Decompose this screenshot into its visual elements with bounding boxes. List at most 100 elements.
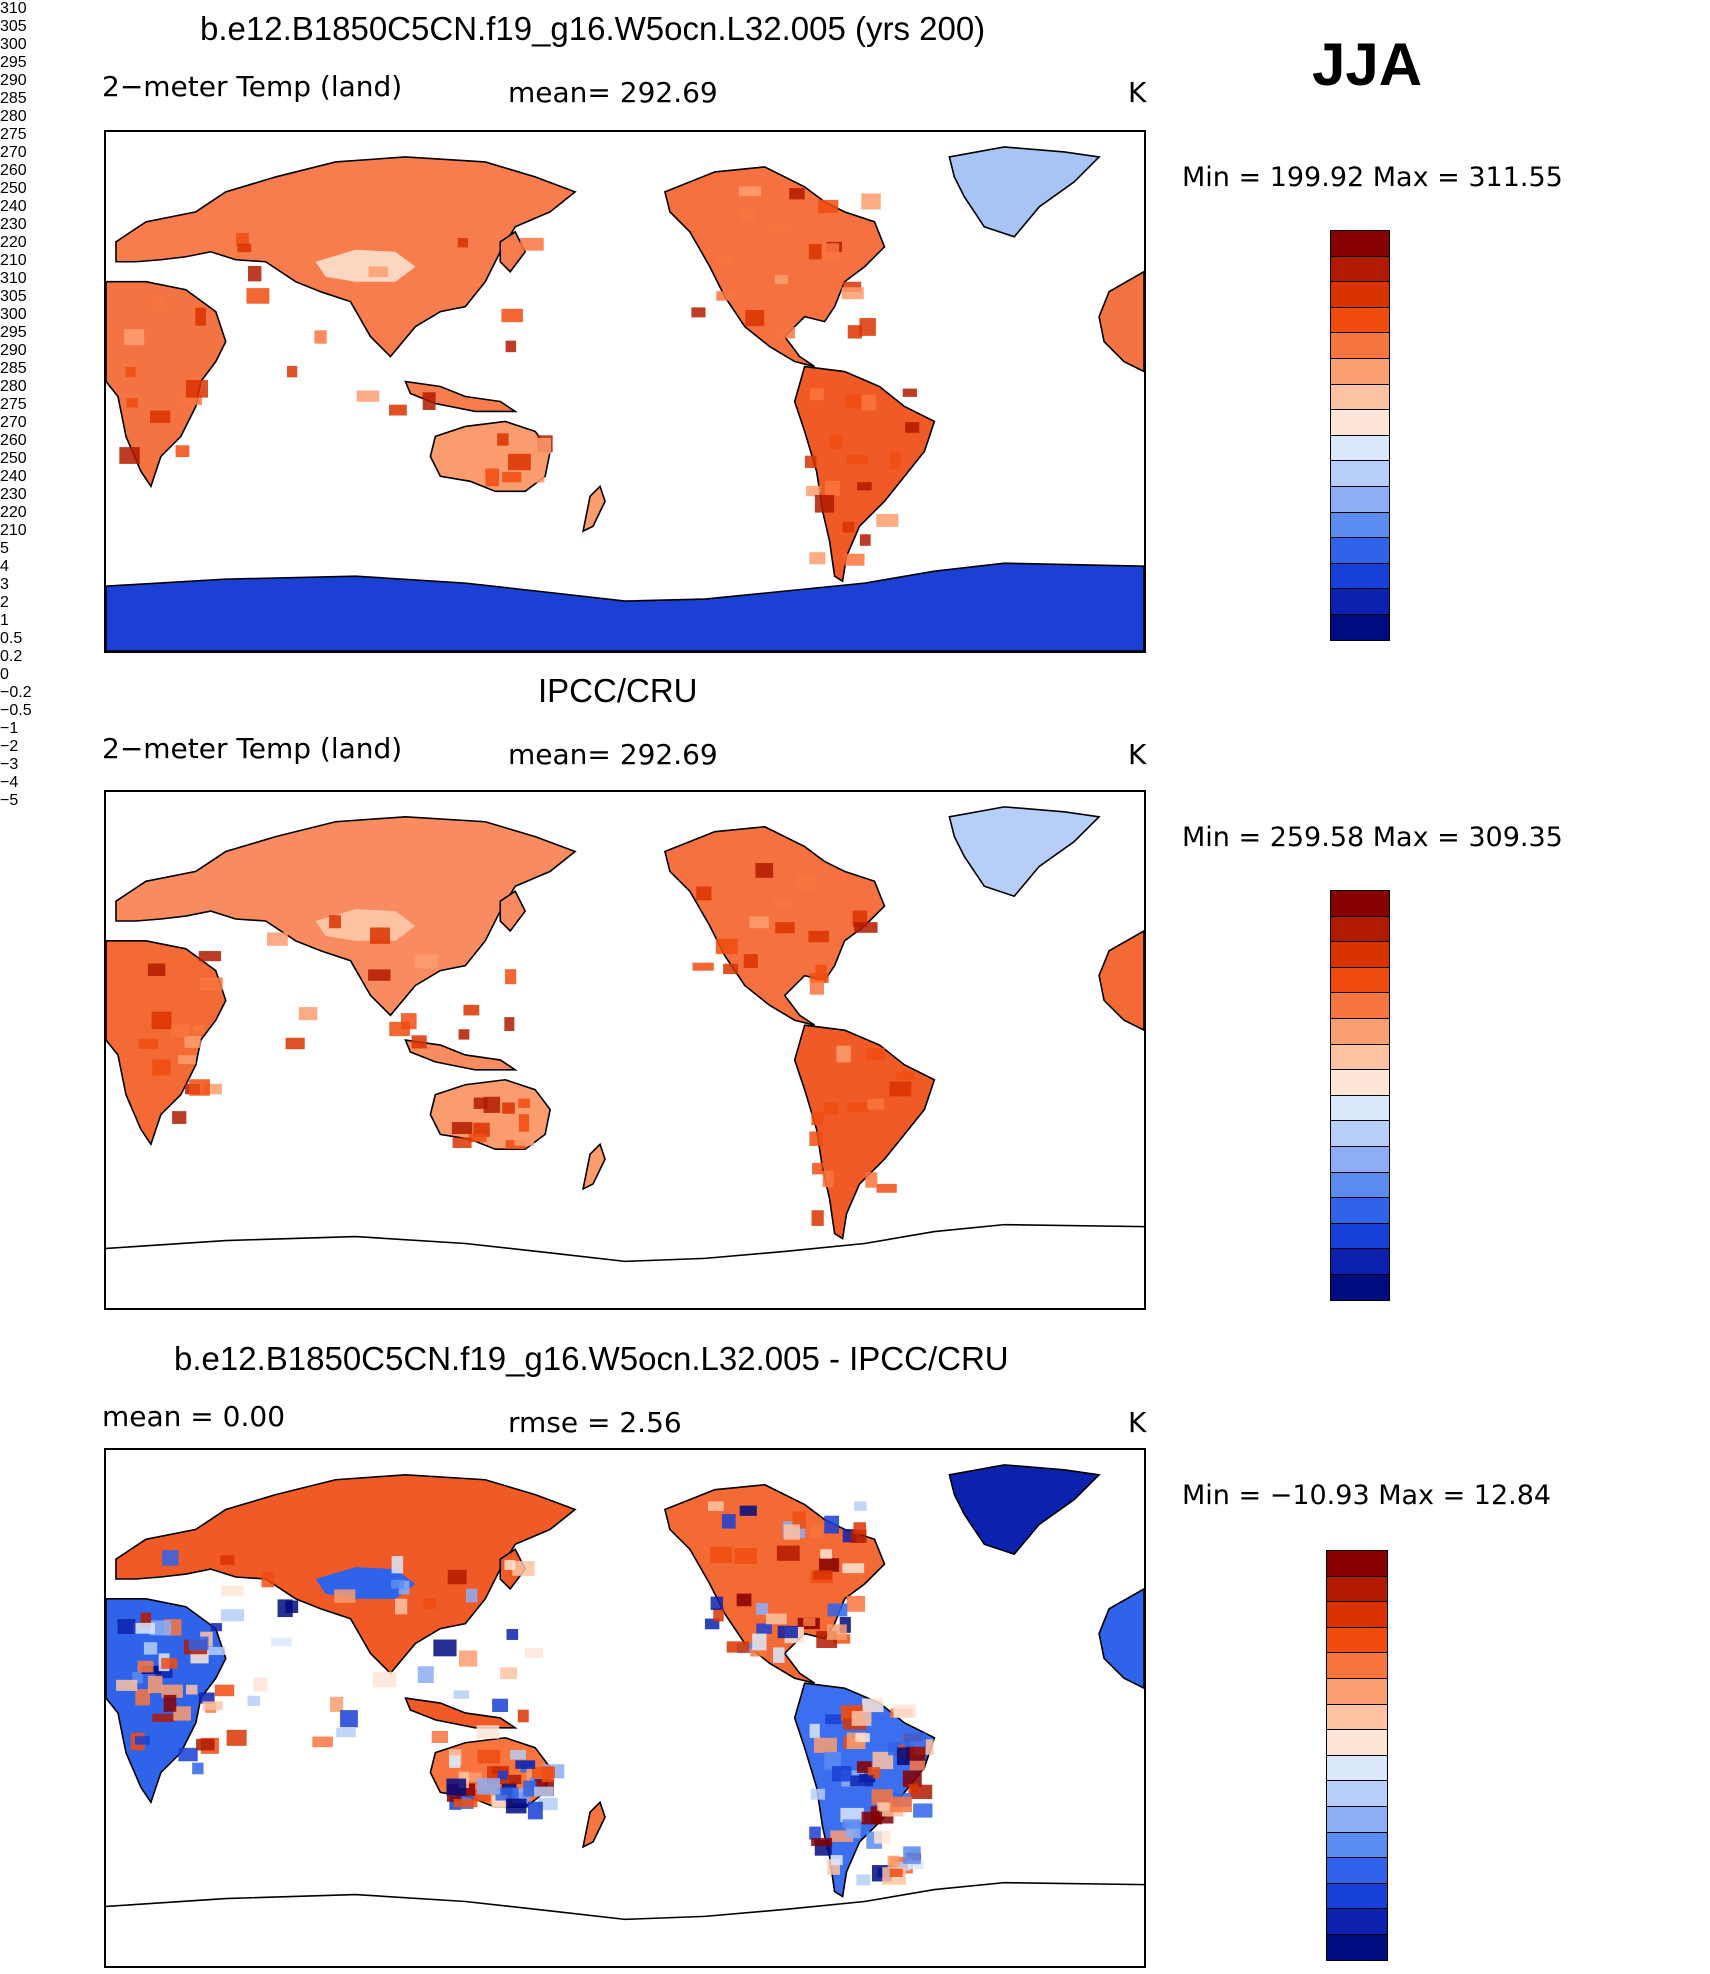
panel-3-minmax: Min = −10.93 Max = 12.84 <box>1182 1480 1552 1511</box>
colorbar-tick-label: 0.2 <box>0 648 23 665</box>
africa-region <box>106 940 227 1147</box>
colorbar-tick-label: 210 <box>0 522 27 539</box>
colorbar-swatch <box>1326 1678 1388 1705</box>
colorbar-tick-label: 220 <box>0 504 27 521</box>
colorbar-swatch <box>1330 255 1390 283</box>
colorbar-tick-label: 260 <box>0 162 27 179</box>
colorbar-tick-label: −0.2 <box>0 684 32 701</box>
colorbar-swatch <box>1330 992 1390 1019</box>
japan-region <box>499 890 527 933</box>
colorbar-tick-label: −2 <box>0 738 19 755</box>
colorbar-tick-label: 300 <box>0 306 27 323</box>
colorbar-tick-label: 4 <box>0 558 9 575</box>
colorbar-swatch <box>1326 1652 1388 1679</box>
panel-3-map <box>104 1448 1146 1968</box>
africa-west-region <box>1098 270 1144 373</box>
grid-cell-texture <box>116 1501 934 1886</box>
colorbar-tick-label: 290 <box>0 72 27 89</box>
colorbar-tick-label: 285 <box>0 360 27 377</box>
antarctica-coastline <box>106 1223 1144 1263</box>
panel-1-map <box>104 130 1146 653</box>
panel-1-mid-label: mean= 292.69 <box>508 76 718 109</box>
colorbar-swatch <box>1330 1094 1390 1122</box>
colorbar-tick-label: 280 <box>0 378 27 395</box>
greenland-region <box>948 146 1101 238</box>
colorbar-swatch <box>1326 1857 1388 1884</box>
panel-1-title: b.e12.B1850C5CN.f19_g16.W5ocn.L32.005 (y… <box>200 10 986 47</box>
colorbar-swatch <box>1326 1754 1388 1782</box>
colorbar-tick-label: 220 <box>0 234 27 251</box>
colorbar-tick-label: 310 <box>0 0 27 17</box>
colorbar-tick-label: 295 <box>0 54 27 71</box>
colorbar-swatch <box>1330 511 1390 539</box>
panel-1-units-label: K <box>1128 76 1147 109</box>
colorbar-swatch <box>1326 1908 1388 1935</box>
panel-2-map <box>104 790 1146 1310</box>
panel-2-units-label: K <box>1128 738 1147 771</box>
colorbar-tick-label: 280 <box>0 108 27 125</box>
colorbar-swatch <box>1330 1197 1390 1224</box>
colorbar-swatch <box>1330 486 1390 513</box>
antarctica-coastline <box>106 1881 1144 1921</box>
tibet-region <box>315 249 416 282</box>
colorbar-tick-label: 210 <box>0 252 27 269</box>
colorbar-swatch <box>1326 1934 1388 1961</box>
panel-2-mid-label: mean= 292.69 <box>508 738 718 771</box>
colorbar-swatch <box>1330 383 1390 411</box>
indonesia-region <box>404 1039 518 1071</box>
north-america-region <box>663 825 886 1026</box>
greenland-region <box>948 1464 1101 1556</box>
colorbar-tick-label: 2 <box>0 594 9 611</box>
colorbar-swatch <box>1330 1069 1390 1096</box>
antarctica-region <box>106 562 1144 651</box>
greenland-region <box>948 806 1101 898</box>
colorbar-tick-label: 0 <box>0 666 9 683</box>
colorbar-tick-label: 305 <box>0 18 27 35</box>
colorbar-tick-label: −1 <box>0 720 19 737</box>
colorbar-tick-label: 240 <box>0 468 27 485</box>
colorbar-swatch <box>1326 1780 1388 1807</box>
colorbar-tick-label: 230 <box>0 486 27 503</box>
colorbar-tick-label: 275 <box>0 396 27 413</box>
japan-region <box>499 230 527 273</box>
panel-3-title: b.e12.B1850C5CN.f19_g16.W5ocn.L32.005 - … <box>174 1340 1009 1377</box>
colorbar-swatch <box>1330 281 1390 308</box>
colorbar-tick-label: −3 <box>0 756 19 773</box>
colorbar-swatch <box>1330 915 1390 943</box>
colorbar-tick-label: 275 <box>0 126 27 143</box>
new-zealand-region <box>581 1142 606 1191</box>
colorbar-swatch <box>1326 1601 1388 1628</box>
colorbar-tick-label: 295 <box>0 324 27 341</box>
colorbar-swatch <box>1326 1550 1388 1577</box>
colorbar-tick-label: 1 <box>0 612 9 629</box>
colorbar-swatch <box>1330 562 1390 590</box>
colorbar-swatch <box>1330 890 1390 917</box>
colorbar-swatch <box>1330 1248 1390 1275</box>
colorbar-tick-label: 0.5 <box>0 630 23 647</box>
grid-cell-texture <box>119 186 920 566</box>
africa-west-region <box>1098 930 1144 1032</box>
grid-cell-texture <box>138 863 915 1226</box>
colorbar-swatch <box>1330 1120 1390 1147</box>
colorbar-tick-label: 270 <box>0 414 27 431</box>
colorbar-tick-label: 290 <box>0 342 27 359</box>
colorbar-swatch <box>1330 537 1390 564</box>
colorbar-swatch <box>1330 409 1390 436</box>
new-zealand-region <box>581 484 606 533</box>
colorbar-swatch <box>1326 1626 1388 1654</box>
colorbar-swatch <box>1330 460 1390 487</box>
colorbar-tick-label: 260 <box>0 432 27 449</box>
colorbar-swatch <box>1326 1729 1388 1756</box>
colorbar-swatch <box>1330 358 1390 385</box>
colorbar-tick-label: 250 <box>0 180 27 197</box>
colorbar-swatch <box>1326 1703 1388 1731</box>
colorbar-tick-label: −5 <box>0 792 19 809</box>
panel-2-title: IPCC/CRU <box>538 672 698 709</box>
colorbar-tick-label: 310 <box>0 270 27 287</box>
panel-1-left-label: 2−meter Temp (land) <box>102 70 403 103</box>
colorbar-swatch <box>1326 1831 1388 1859</box>
colorbar-swatch <box>1326 1575 1388 1603</box>
colorbar-tick-label: 3 <box>0 576 9 593</box>
colorbar-swatch <box>1330 588 1390 615</box>
colorbar-swatch <box>1330 306 1390 334</box>
